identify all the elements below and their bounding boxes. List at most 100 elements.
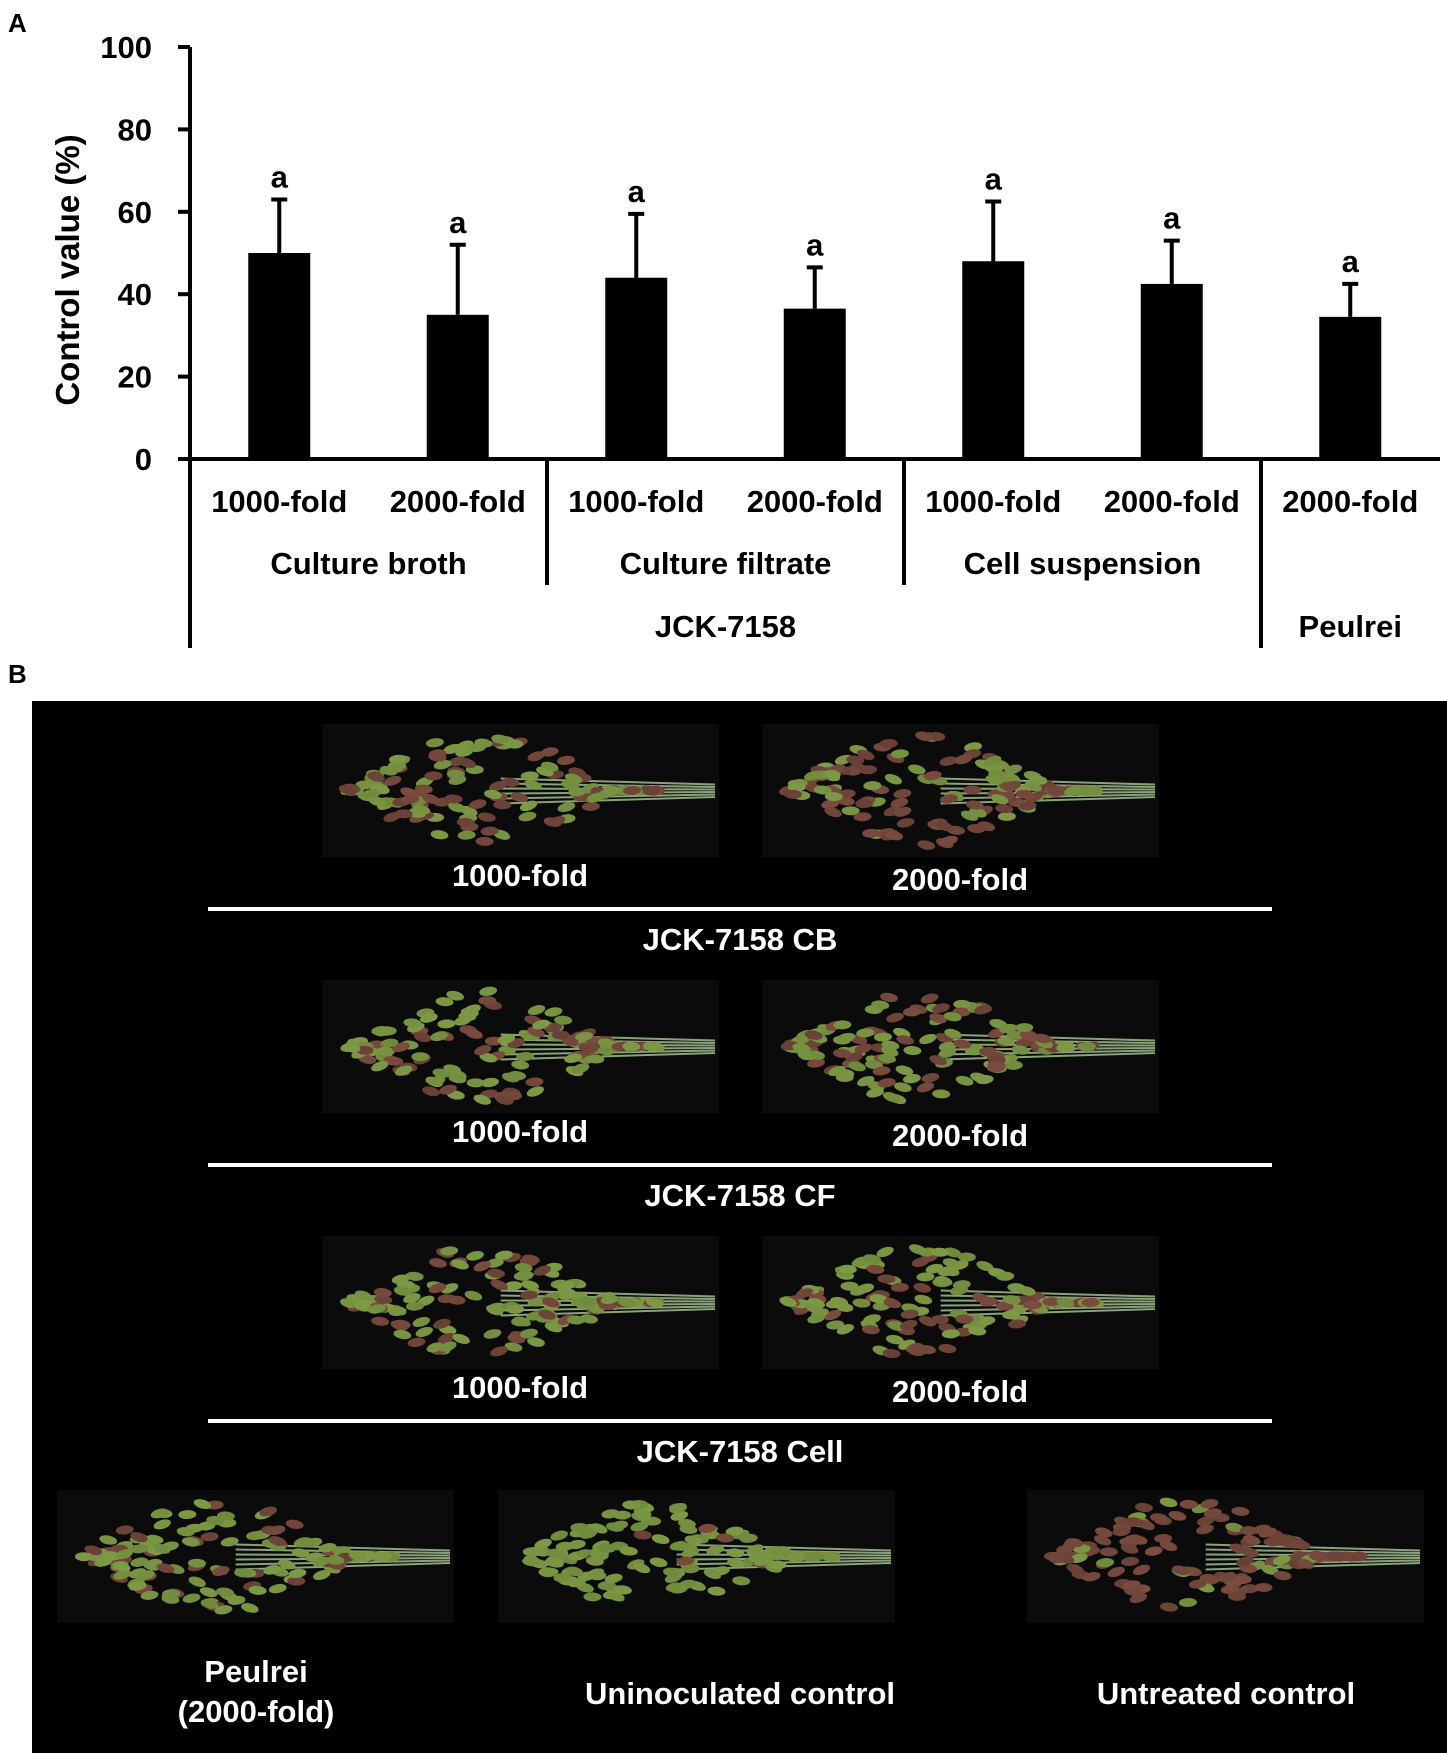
- grain: [804, 1030, 823, 1040]
- grain: [938, 1343, 957, 1354]
- grain: [953, 999, 972, 1009]
- grain: [855, 799, 874, 809]
- grain: [681, 1547, 699, 1558]
- grain: [544, 1007, 563, 1017]
- grain: [428, 752, 447, 762]
- grain: [1042, 1297, 1061, 1307]
- grain: [1003, 780, 1022, 791]
- grain: [934, 1276, 953, 1286]
- grain: [1236, 1556, 1254, 1567]
- grain: [1043, 1551, 1062, 1561]
- photo-label: 2000-fold: [892, 1374, 1028, 1409]
- grain: [510, 792, 529, 803]
- grain: [884, 774, 903, 785]
- grain: [465, 1028, 483, 1039]
- x-category-label: 2000-fold: [747, 484, 883, 519]
- grain: [617, 1297, 636, 1308]
- grain: [1231, 1506, 1250, 1516]
- grain: [525, 1077, 544, 1087]
- grain: [879, 738, 898, 748]
- grain: [882, 1348, 901, 1359]
- grain: [1254, 1582, 1273, 1592]
- grain: [857, 749, 875, 761]
- grain: [312, 1556, 330, 1567]
- grain: [698, 1523, 717, 1533]
- grain: [1287, 1539, 1306, 1549]
- grain: [684, 1535, 703, 1545]
- grain: [890, 1282, 909, 1292]
- grain: [464, 1290, 483, 1301]
- grain: [1066, 1563, 1084, 1575]
- grain: [1328, 1551, 1347, 1562]
- grain: [585, 1556, 604, 1566]
- grain: [706, 1545, 724, 1555]
- grain: [448, 802, 466, 813]
- grain: [890, 749, 909, 759]
- grain: [703, 1568, 722, 1580]
- grain: [643, 1041, 662, 1052]
- grain: [524, 779, 542, 790]
- grain: [527, 751, 545, 762]
- grain: [538, 1567, 557, 1577]
- grain: [468, 799, 487, 809]
- grain: [893, 789, 912, 799]
- grain: [156, 1563, 175, 1574]
- grain: [1171, 1565, 1190, 1576]
- grain: [234, 1568, 253, 1578]
- grain: [920, 993, 939, 1004]
- photo-group-label: JCK-7158 CB: [643, 922, 838, 957]
- grain: [455, 747, 474, 757]
- grain: [606, 1522, 624, 1532]
- grain: [1095, 1527, 1113, 1538]
- grain: [375, 1026, 393, 1037]
- grain: [874, 1032, 893, 1042]
- grain: [746, 1544, 764, 1555]
- grain: [564, 773, 583, 784]
- grain: [527, 1337, 545, 1347]
- grain: [440, 1246, 459, 1256]
- grain: [534, 1538, 552, 1549]
- grain: [677, 1518, 696, 1529]
- grain: [348, 1551, 367, 1562]
- grain: [915, 731, 933, 741]
- grain: [931, 1247, 950, 1257]
- grain: [902, 1074, 921, 1084]
- grain: [490, 1346, 508, 1357]
- grain: [513, 1270, 532, 1281]
- panicle-photo: [1027, 1490, 1424, 1623]
- grain: [519, 1290, 538, 1300]
- grain: [676, 1556, 695, 1566]
- grain: [1196, 1524, 1214, 1535]
- grain: [477, 812, 496, 822]
- grain: [824, 807, 842, 818]
- grain: [371, 1316, 390, 1326]
- x-category-label: 1000-fold: [211, 484, 347, 519]
- grain: [600, 1294, 619, 1305]
- grain: [555, 1541, 574, 1551]
- grain: [394, 1065, 413, 1076]
- grain: [797, 1050, 816, 1061]
- grain: [161, 1594, 180, 1604]
- grain: [795, 1288, 813, 1299]
- photo-labels: 1000-fold 2000-fold JCK-7158 CB 1000-fold 20…: [178, 858, 1356, 1729]
- grain: [545, 1558, 564, 1568]
- grain: [371, 1060, 389, 1072]
- grain: [443, 743, 461, 754]
- panicle-stem: [500, 1052, 716, 1061]
- grain: [546, 1548, 565, 1558]
- grain: [478, 996, 497, 1006]
- grain: [581, 802, 600, 812]
- grain: [943, 1247, 962, 1258]
- grain: [916, 1082, 935, 1093]
- grain: [859, 765, 877, 775]
- grain: [128, 1581, 147, 1591]
- grain: [522, 1557, 541, 1567]
- grain: [1056, 1297, 1075, 1308]
- grain: [916, 1272, 935, 1282]
- y-tick-label: 20: [118, 360, 152, 395]
- grain: [1084, 785, 1102, 796]
- grain: [153, 1519, 171, 1530]
- grain: [1168, 1510, 1187, 1521]
- grain: [380, 1038, 399, 1048]
- grain: [491, 734, 510, 744]
